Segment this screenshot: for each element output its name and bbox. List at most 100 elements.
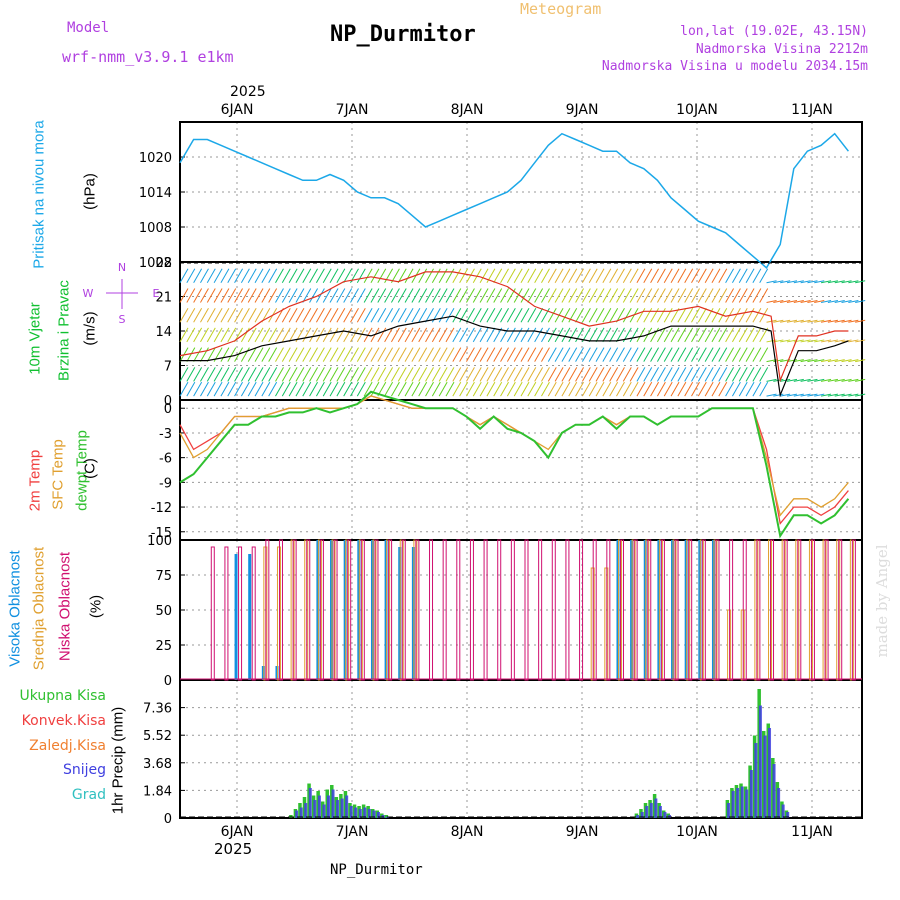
wind-barb: [363, 347, 373, 362]
wind-barb: [520, 347, 530, 362]
wind-barb: [193, 327, 203, 343]
wind-barb: [595, 347, 605, 362]
wind-barb: [302, 288, 312, 303]
wind-barb: [240, 327, 250, 343]
wind-barb: [745, 307, 755, 323]
wind-tick-label: 28: [155, 256, 172, 271]
wind-barb: [780, 319, 791, 323]
wind-barb: [322, 327, 332, 343]
wind-barb: [656, 347, 666, 362]
wind-barb: [520, 268, 530, 284]
wind-barb: [261, 367, 271, 382]
wind-barb: [404, 327, 414, 343]
cloud-low-bar: [360, 539, 365, 681]
day-label-bottom: 9JAN: [566, 824, 599, 840]
wind-barb: [561, 347, 571, 362]
pressure-tick-label: 1014: [139, 186, 172, 201]
wind-barb: [827, 339, 838, 343]
wind-barb: [711, 347, 721, 362]
wind-barb: [725, 381, 735, 397]
wind-barb: [622, 381, 632, 397]
wind-barb: [336, 381, 346, 397]
wind-barb: [459, 288, 469, 303]
wind-barb: [643, 268, 653, 284]
wind-barb: [841, 319, 852, 323]
day-label-bottom: 6JAN: [221, 824, 254, 840]
wind-barb: [377, 288, 387, 303]
wind-barb: [329, 347, 339, 362]
wind-barb: [179, 367, 189, 382]
wind-barb: [711, 288, 721, 303]
wind-barb: [472, 367, 482, 382]
wind-barb: [486, 327, 496, 343]
wind-barb: [725, 268, 735, 284]
cloud-low-bar: [210, 546, 215, 681]
temperature-tick-label: 0: [164, 402, 172, 417]
wind-barb: [384, 367, 394, 382]
wind-barb: [527, 347, 537, 362]
cloud-low-bar: [810, 539, 815, 681]
wind-barb: [752, 288, 762, 303]
wind-barb: [193, 288, 203, 303]
wind-barb: [704, 327, 714, 343]
wind-barb: [377, 367, 387, 382]
wind-barb: [220, 307, 230, 323]
wind-barb: [848, 280, 859, 284]
wind-barb: [390, 288, 400, 303]
wind-barb: [397, 327, 407, 343]
wind-barb: [731, 367, 741, 382]
wind-barb: [541, 327, 550, 343]
wind-barb: [384, 268, 394, 284]
precip-label-snow: Snijeg: [62, 762, 106, 778]
precip-snow-bar: [745, 789, 749, 818]
wind-barb: [575, 367, 584, 382]
wind-barb: [697, 367, 707, 382]
wind-barb: [377, 307, 387, 323]
wind-barb: [759, 367, 769, 382]
wind-barb: [493, 367, 503, 382]
precip-snow-bar: [740, 786, 744, 818]
wind-barb: [315, 347, 325, 362]
wind-barb: [595, 268, 605, 284]
cloud-low-bar: [565, 539, 570, 681]
wind-barb: [479, 307, 489, 323]
precip-snow-bar: [749, 770, 753, 818]
precip-label-frozen: Zaledj.Kisa: [29, 738, 106, 754]
wind-barb: [697, 381, 707, 397]
wind-barb: [677, 347, 687, 362]
compass-s: S: [119, 313, 126, 326]
wind-barb: [309, 381, 319, 397]
wind-barb: [275, 381, 284, 397]
wind-barb: [315, 367, 325, 382]
wind-barb: [343, 268, 353, 284]
wind-barb: [411, 327, 421, 343]
footer-title: NP_Durmitor: [330, 862, 423, 878]
wind-barb: [295, 347, 305, 362]
precip-tick-label: 1.84: [143, 784, 172, 799]
wind-barb: [793, 378, 804, 382]
wind-barb: [800, 339, 811, 343]
wind-barb: [704, 307, 714, 323]
wind-barb: [622, 347, 632, 362]
wind-barb: [636, 288, 646, 303]
wind-barb: [206, 327, 216, 343]
wind-barb: [329, 288, 339, 303]
wind-barb: [773, 319, 784, 323]
wind-barb: [534, 268, 544, 284]
wind-barb: [773, 393, 784, 397]
precip-snow-bar: [636, 815, 640, 818]
wind-barb: [629, 381, 639, 397]
wind-barb: [581, 381, 591, 397]
wind-barb: [179, 268, 189, 284]
wind-barb: [670, 327, 680, 343]
cloud-low-bar: [701, 539, 706, 681]
wind-barb: [295, 307, 305, 323]
wind-barb: [684, 268, 694, 284]
wind-barb: [213, 288, 223, 303]
wind-barb: [800, 378, 811, 382]
wind-barb: [752, 307, 762, 323]
wind-barb: [834, 378, 845, 382]
wind-barb: [425, 268, 434, 284]
wind-barb: [431, 268, 441, 284]
wind-barb: [500, 347, 509, 362]
